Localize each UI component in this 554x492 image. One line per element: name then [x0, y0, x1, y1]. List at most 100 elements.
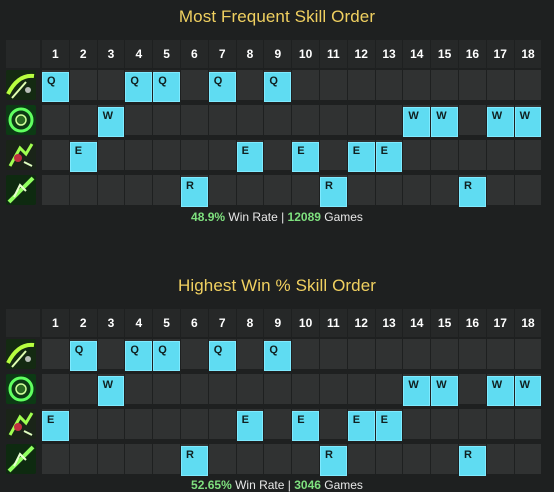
skill-pick-r: R — [181, 177, 208, 207]
level-slot — [69, 374, 97, 404]
level-slot — [347, 444, 375, 474]
skill-pick-q: Q — [264, 72, 292, 102]
level-slot — [125, 444, 153, 474]
level-header-row: 1 2 3 4 5 6 7 8 9 10 11 12 13 14 15 16 17 18 — [6, 309, 548, 337]
level-header: 18 — [514, 40, 542, 68]
level-slot — [236, 374, 264, 404]
win-rate-label: Win Rate | — [225, 210, 288, 224]
level-slot — [514, 175, 542, 205]
level-slot — [320, 70, 347, 100]
level-header: 8 — [236, 40, 264, 68]
games-label: Games — [320, 210, 363, 224]
r-skill-icon — [6, 175, 36, 205]
level-slot — [153, 140, 180, 170]
level-header: 2 — [69, 40, 97, 68]
level-slot — [320, 105, 347, 135]
skill-pick-w: W — [403, 107, 431, 137]
level-slot — [347, 175, 375, 205]
level-slot — [459, 140, 486, 170]
level-header: 2 — [69, 309, 97, 337]
skill-pick-q: Q — [125, 72, 153, 102]
level-header: 10 — [292, 309, 319, 337]
q-skill-icon — [6, 339, 36, 369]
skill-pick-q: Q — [125, 341, 153, 371]
skill-pick-w: W — [486, 376, 514, 406]
stats-footer: 52.65% Win Rate | 3046 Games — [0, 478, 554, 492]
level-header: 17 — [486, 40, 514, 68]
skill-pick-w: W — [514, 107, 542, 137]
level-slot — [97, 175, 125, 205]
level-slot — [208, 105, 236, 135]
skill-pick-w: W — [514, 376, 542, 406]
level-slot — [42, 444, 69, 474]
level-header: 9 — [264, 309, 292, 337]
level-slot — [236, 105, 264, 135]
level-slot — [42, 105, 69, 135]
level-slot — [236, 444, 264, 474]
level-slot — [125, 374, 153, 404]
level-slot — [431, 70, 458, 100]
w-skill-icon — [6, 374, 36, 404]
level-slot — [347, 339, 375, 369]
skill-pick-q: Q — [69, 341, 97, 371]
level-slot — [459, 374, 486, 404]
skill-pick-e: E — [347, 142, 375, 172]
level-slot — [125, 105, 153, 135]
level-slot — [431, 140, 458, 170]
level-slot — [459, 70, 486, 100]
level-header: 14 — [403, 309, 431, 337]
level-slot — [431, 409, 458, 439]
level-slot — [42, 175, 69, 205]
level-slot — [181, 105, 208, 135]
level-slot — [375, 175, 403, 205]
level-header: 3 — [97, 309, 125, 337]
level-slot — [431, 175, 458, 205]
level-slot — [181, 374, 208, 404]
level-header: 14 — [403, 40, 431, 68]
level-slot — [375, 70, 403, 100]
level-slot — [69, 105, 97, 135]
level-slot — [264, 105, 292, 135]
level-slot — [292, 374, 319, 404]
level-slot — [236, 175, 264, 205]
level-slot — [264, 444, 292, 474]
level-slot — [208, 374, 236, 404]
skill-pick-e: E — [42, 411, 69, 441]
level-slot — [181, 140, 208, 170]
level-slot — [292, 175, 319, 205]
skill-pick-w: W — [486, 107, 514, 137]
level-header: 12 — [347, 40, 375, 68]
level-slot — [514, 70, 542, 100]
level-slot — [486, 70, 514, 100]
level-header: 1 — [42, 40, 69, 68]
level-header: 4 — [125, 40, 153, 68]
level-slot — [403, 175, 431, 205]
level-header: 12 — [347, 309, 375, 337]
level-slot — [69, 175, 97, 205]
skill-pick-e: E — [292, 411, 319, 441]
level-slot — [97, 70, 125, 100]
level-header: 5 — [153, 40, 180, 68]
level-slot — [208, 409, 236, 439]
level-slot — [264, 374, 292, 404]
level-header: 13 — [375, 309, 403, 337]
level-slot — [375, 444, 403, 474]
level-slot — [320, 409, 347, 439]
level-slot — [514, 444, 542, 474]
skill-pick-q: Q — [208, 341, 236, 371]
e-skill-icon — [6, 140, 36, 170]
skill-pick-q: Q — [153, 72, 180, 102]
q-skill-icon — [6, 70, 36, 100]
level-header: 17 — [486, 309, 514, 337]
level-header: 1 — [42, 309, 69, 337]
level-slot — [320, 339, 347, 369]
level-header-row: 1 2 3 4 5 6 7 8 9 10 11 12 13 14 15 16 17 18 — [6, 40, 548, 68]
skill-pick-w: W — [97, 376, 125, 406]
level-slot — [236, 70, 264, 100]
level-header: 5 — [153, 309, 180, 337]
skill-pick-e: E — [236, 411, 264, 441]
